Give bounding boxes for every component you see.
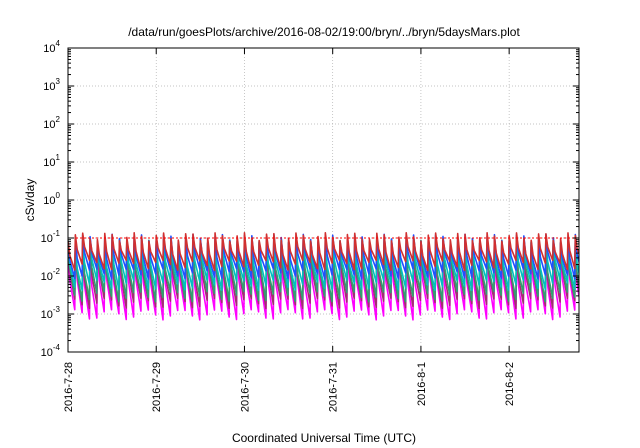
y-tick-label-exponent: 4	[56, 39, 61, 48]
y-tick-label: 103	[43, 77, 60, 93]
series-line	[68, 231, 579, 272]
y-tick-label-base: 10	[43, 119, 55, 131]
y-tick-label-base: 10	[41, 271, 53, 283]
y-tick-label-exponent: 0	[56, 191, 61, 200]
y-tick-label-base: 10	[41, 233, 53, 245]
x-tick-label: 2016-7-31	[328, 362, 340, 412]
x-tick-label: 2016-7-29	[151, 362, 163, 412]
y-tick-label: 102	[43, 115, 60, 131]
y-tick-label-base: 10	[43, 195, 55, 207]
y-tick-label-exponent: 2	[56, 115, 61, 124]
y-tick-label-exponent: -4	[53, 343, 61, 352]
y-axis-label: cSv/day	[23, 179, 37, 222]
y-tick-label-base: 10	[43, 43, 55, 55]
x-axis: 2016-7-28 2016-7-29 2016-7-30 2016-7-31 2016…	[63, 48, 516, 412]
y-tick-label-base: 10	[41, 309, 53, 321]
y-tick-label-base: 10	[43, 81, 55, 93]
chart-title: /data/run/goesPlots/archive/2016-08-02/1…	[128, 25, 520, 39]
y-tick-label-exponent: -2	[53, 267, 61, 276]
y-tick-label: 10-1	[41, 229, 61, 245]
y-tick-label: 104	[43, 39, 60, 55]
y-tick-label: 10-4	[41, 343, 61, 359]
y-tick-label: 10-3	[41, 305, 61, 321]
x-tick-label: 2016-7-30	[239, 362, 251, 412]
y-tick-label-exponent: 3	[56, 77, 61, 86]
y-tick-label-base: 10	[43, 157, 55, 169]
y-tick-label: 10-2	[41, 267, 61, 283]
x-tick-label: 2016-7-28	[63, 362, 75, 412]
y-tick-label-exponent: -3	[53, 305, 61, 314]
y-tick-label: 101	[43, 153, 60, 169]
y-tick-label-exponent: 1	[56, 153, 61, 162]
x-tick-label: 2016-8-1	[416, 362, 428, 406]
y-tick-label-exponent: -1	[53, 229, 61, 238]
y-tick-label-base: 10	[41, 347, 53, 359]
x-axis-label: Coordinated Universal Time (UTC)	[232, 431, 416, 445]
x-tick-label: 2016-8-2	[504, 362, 516, 406]
series-layer	[68, 231, 579, 321]
y-tick-label: 100	[43, 191, 60, 207]
